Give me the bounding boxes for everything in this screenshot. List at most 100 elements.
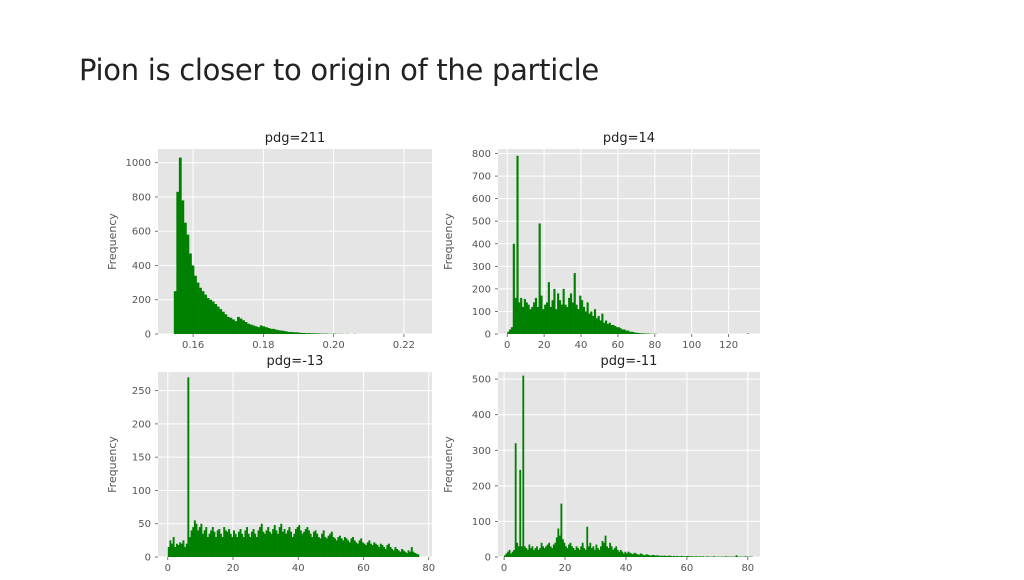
- histogram-bar: [627, 331, 629, 334]
- histogram-bar: [290, 332, 293, 334]
- histogram-bar: [566, 307, 568, 334]
- histogram-bar: [522, 307, 524, 334]
- y-axis-label: Frequency: [106, 436, 119, 493]
- histogram-bar: [262, 326, 265, 334]
- y-tick-label: 0: [145, 553, 151, 564]
- histogram-bar: [574, 273, 576, 334]
- histogram-bar: [535, 298, 537, 334]
- y-axis-label: Frequency: [442, 213, 455, 270]
- histogram-bar: [186, 235, 189, 334]
- histogram-bar: [559, 300, 561, 334]
- y-tick-label: 800: [472, 149, 491, 160]
- histogram-bar: [540, 296, 542, 334]
- x-tick-label: 80: [741, 563, 754, 574]
- histogram-bar: [265, 327, 268, 334]
- y-tick-label: 600: [132, 227, 151, 238]
- x-tick-label: 20: [227, 563, 240, 574]
- x-tick-label: 40: [620, 563, 633, 574]
- y-tick-label: 200: [472, 284, 491, 295]
- histogram-bar: [515, 298, 517, 334]
- histogram-bar: [520, 298, 522, 334]
- histogram-bar: [235, 321, 238, 334]
- y-tick-label: 100: [472, 517, 491, 528]
- histogram-bar: [189, 253, 192, 334]
- plot-area: [498, 372, 760, 557]
- histogram-bar: [187, 377, 189, 557]
- histogram-bar: [528, 305, 530, 334]
- histogram-bar: [267, 328, 270, 334]
- y-tick-label: 0: [145, 330, 151, 341]
- histogram-bar: [257, 327, 260, 334]
- histogram-bar: [272, 329, 275, 334]
- histogram-bar: [184, 223, 187, 334]
- y-tick-label: 300: [472, 446, 491, 457]
- histogram-bar: [553, 289, 555, 334]
- x-tick-label: 0: [165, 563, 171, 574]
- histogram-bar: [511, 327, 513, 334]
- histogram-bar: [544, 305, 546, 334]
- histogram-bar: [515, 443, 517, 557]
- histogram-bar: [581, 300, 583, 334]
- y-tick-label: 100: [472, 307, 491, 318]
- x-tick-label: 80: [422, 563, 435, 574]
- y-axis-label: Frequency: [442, 436, 455, 493]
- histogram-bar: [509, 329, 511, 334]
- histogram-bar: [280, 331, 283, 334]
- y-tick-label: 50: [138, 519, 151, 530]
- histogram-bar: [550, 307, 552, 334]
- histogram-bar: [611, 325, 613, 334]
- histogram-bar: [315, 333, 318, 334]
- y-tick-label: 0: [485, 330, 491, 341]
- y-tick-label: 500: [472, 217, 491, 228]
- histogram-bar: [222, 312, 225, 334]
- histogram-bar: [555, 309, 557, 334]
- histogram-bar: [217, 307, 220, 334]
- histogram-bar: [618, 327, 620, 334]
- histogram-bar: [298, 333, 301, 334]
- histogram-bar: [577, 309, 579, 334]
- histogram-bar: [310, 333, 313, 334]
- histogram-bar: [519, 470, 521, 557]
- histogram-bar: [229, 318, 232, 334]
- histogram-bar: [526, 302, 528, 334]
- x-tick-label: 0: [501, 563, 507, 574]
- histogram-bar: [607, 324, 609, 334]
- histogram-bar: [636, 333, 638, 334]
- histogram-bar: [542, 309, 544, 334]
- y-tick-label: 700: [472, 172, 491, 183]
- histogram-bar: [250, 325, 253, 334]
- histogram-bar: [518, 302, 520, 334]
- histogram-bar: [570, 293, 572, 334]
- histogram-bar: [194, 276, 197, 334]
- histogram-bar: [601, 314, 603, 334]
- histogram-bar: [546, 302, 548, 334]
- histogram-bar: [232, 319, 235, 334]
- histogram-bar: [579, 296, 581, 334]
- histogram-bar: [594, 309, 596, 334]
- histogram-bar: [598, 316, 600, 334]
- y-tick-label: 300: [472, 262, 491, 273]
- histogram-bar: [293, 332, 296, 334]
- histogram-bar: [623, 329, 625, 334]
- x-tick-label: 60: [681, 563, 694, 574]
- y-tick-label: 400: [472, 239, 491, 250]
- y-tick-label: 200: [472, 481, 491, 492]
- histogram-bar: [642, 333, 644, 334]
- histogram-bar: [252, 325, 255, 334]
- histogram-bar: [179, 158, 182, 334]
- histogram-bar: [255, 326, 258, 334]
- histogram-bar: [585, 311, 587, 334]
- histogram-bar: [275, 330, 278, 334]
- histogram-bar: [522, 376, 524, 557]
- histogram-bar: [313, 333, 316, 334]
- histogram-bar: [283, 331, 286, 334]
- histogram-bar: [181, 200, 184, 334]
- histogram-bar: [572, 302, 574, 334]
- histogram-bar: [609, 323, 611, 334]
- histogram-bar: [583, 307, 585, 334]
